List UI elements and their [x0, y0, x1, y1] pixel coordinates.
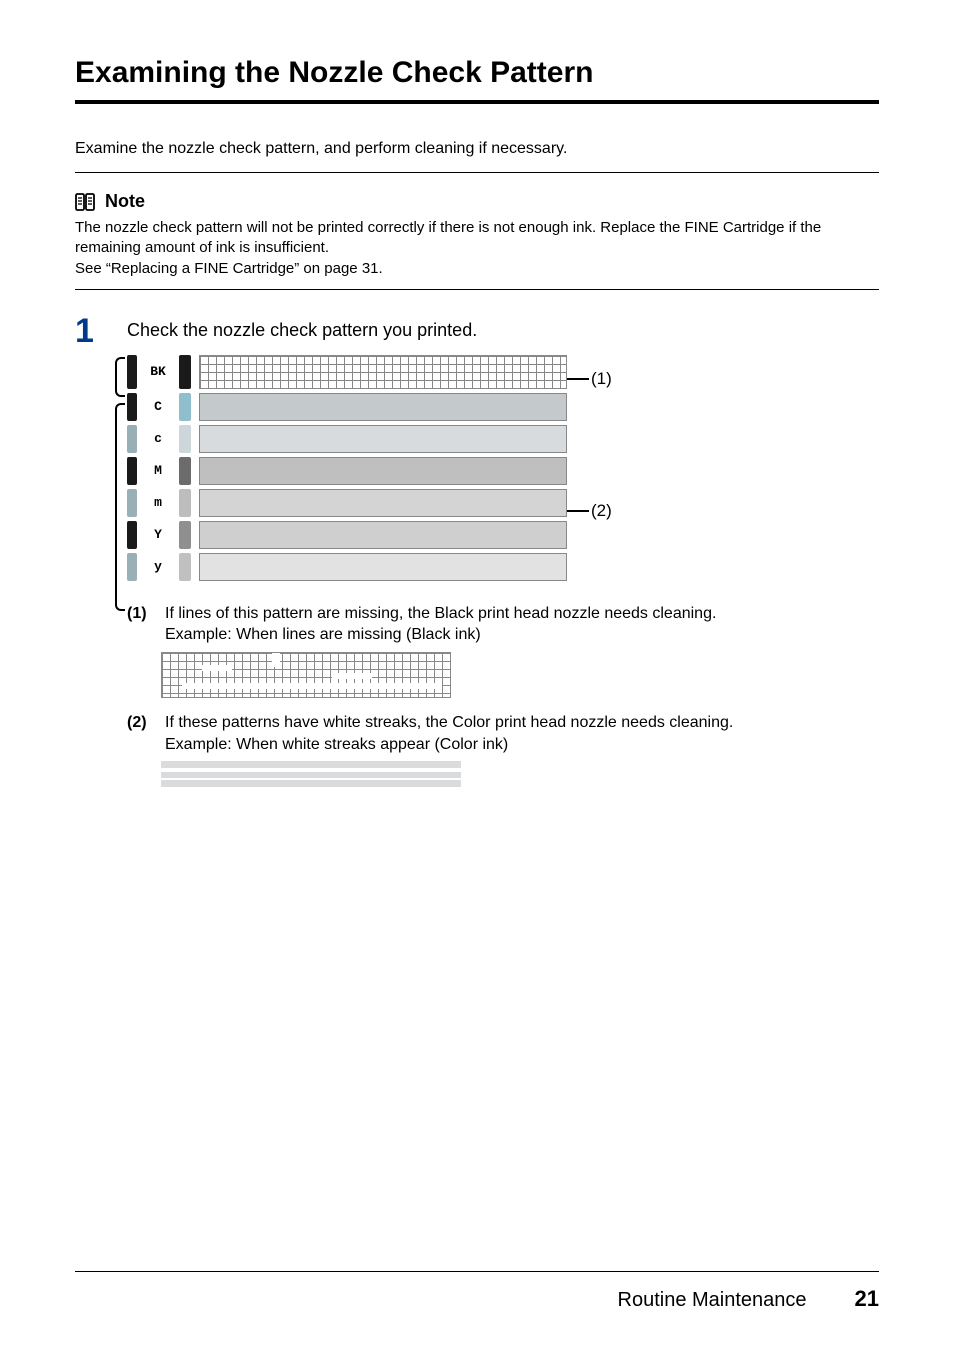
sub-item: (1) If lines of this pattern are missing,…	[127, 603, 879, 646]
solid-pattern	[199, 521, 567, 549]
bracket-bk	[115, 357, 125, 397]
ink-bar	[127, 521, 137, 549]
solid-pattern	[199, 393, 567, 421]
sub-item-text: If these patterns have white streaks, th…	[165, 712, 879, 755]
note-block: Note The nozzle check pattern will not b…	[75, 191, 879, 290]
ink-label: m	[145, 495, 171, 510]
solid-pattern	[199, 425, 567, 453]
note-line: See “Replacing a FINE Cartridge” on page…	[75, 259, 879, 279]
ink-swatch	[179, 393, 191, 421]
note-icon	[75, 193, 97, 211]
note-line: The nozzle check pattern will not be pri…	[75, 218, 879, 259]
ink-row: M	[127, 457, 567, 485]
ink-bar	[127, 355, 137, 389]
ink-label: C	[145, 399, 171, 414]
callout-2-label: (2)	[591, 501, 612, 521]
callout-2: (2)	[567, 501, 612, 521]
callout-1-label: (1)	[591, 369, 612, 389]
ink-label: Y	[145, 527, 171, 542]
ink-bar	[127, 553, 137, 581]
page-title: Examining the Nozzle Check Pattern	[75, 56, 879, 104]
ink-row: BK	[127, 355, 567, 389]
sub-item: (2) If these patterns have white streaks,…	[127, 712, 879, 755]
note-body: The nozzle check pattern will not be pri…	[75, 218, 879, 279]
document-page: Examining the Nozzle Check Pattern Exami…	[0, 0, 954, 1352]
footer-section: Routine Maintenance	[618, 1289, 807, 1312]
sub-item-text: If lines of this pattern are missing, th…	[165, 603, 879, 646]
ink-bar	[127, 393, 137, 421]
sub-item-label: (2)	[127, 712, 155, 755]
sub-item-label: (1)	[127, 603, 155, 646]
ink-label: y	[145, 559, 171, 574]
ink-swatch	[179, 489, 191, 517]
note-heading: Note	[75, 191, 879, 212]
solid-pattern	[199, 553, 567, 581]
solid-pattern	[199, 489, 567, 517]
grid-pattern	[199, 355, 567, 389]
page-footer: Routine Maintenance 21	[75, 1271, 879, 1312]
ink-row: C	[127, 393, 567, 421]
note-label: Note	[105, 191, 145, 212]
ink-bar	[127, 489, 137, 517]
example-white-streaks	[161, 761, 461, 787]
nozzle-pattern-diagram: BKCcMmYy (1) (2)	[127, 355, 567, 581]
step-number: 1	[75, 314, 103, 801]
ink-row: Y	[127, 521, 567, 549]
footer-page-number: 21	[855, 1286, 879, 1312]
ink-swatch	[179, 355, 191, 389]
step-text: Check the nozzle check pattern you print…	[127, 320, 879, 341]
ink-row: y	[127, 553, 567, 581]
ink-bar	[127, 425, 137, 453]
step-1: 1 Check the nozzle check pattern you pri…	[75, 314, 879, 801]
ink-swatch	[179, 553, 191, 581]
ink-swatch	[179, 425, 191, 453]
ink-label: BK	[145, 364, 171, 379]
callout-1: (1)	[567, 369, 612, 389]
solid-pattern	[199, 457, 567, 485]
bracket-color	[115, 403, 125, 611]
ink-label: c	[145, 431, 171, 446]
ink-bar	[127, 457, 137, 485]
step-body: Check the nozzle check pattern you print…	[127, 314, 879, 801]
ink-label: M	[145, 463, 171, 478]
ink-swatch	[179, 457, 191, 485]
ink-row: m	[127, 489, 567, 517]
ink-row: c	[127, 425, 567, 453]
intro-text: Examine the nozzle check pattern, and pe…	[75, 140, 879, 173]
ink-swatch	[179, 521, 191, 549]
example-missing-lines	[161, 652, 451, 698]
